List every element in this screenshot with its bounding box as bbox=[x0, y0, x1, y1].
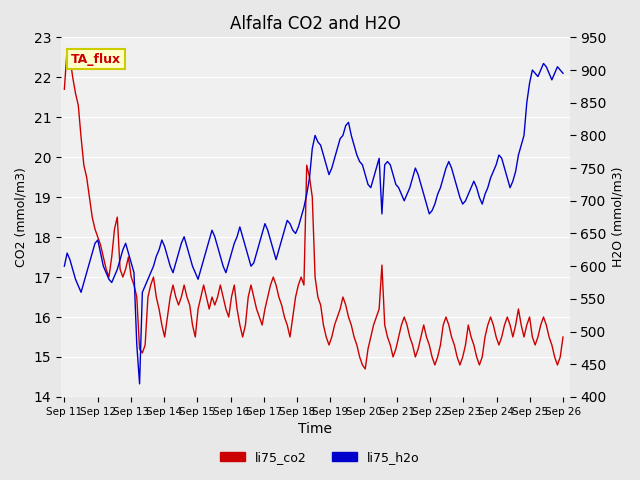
Legend: li75_co2, li75_h2o: li75_co2, li75_h2o bbox=[215, 446, 425, 469]
Line: li75_h2o: li75_h2o bbox=[65, 63, 563, 384]
li75_co2 bbox=[63, 47, 71, 52]
li75_h2o bbox=[506, 185, 514, 191]
li75_co2 bbox=[559, 334, 567, 340]
li75_co2 bbox=[509, 334, 516, 340]
Line: li75_co2: li75_co2 bbox=[65, 49, 563, 369]
X-axis label: Time: Time bbox=[298, 422, 332, 436]
Y-axis label: CO2 (mmol/m3): CO2 (mmol/m3) bbox=[15, 167, 28, 267]
li75_h2o bbox=[540, 60, 547, 66]
li75_h2o bbox=[61, 264, 68, 269]
li75_h2o bbox=[548, 77, 556, 83]
li75_h2o bbox=[119, 247, 127, 252]
li75_co2 bbox=[548, 342, 556, 348]
li75_co2 bbox=[166, 294, 174, 300]
li75_co2 bbox=[122, 266, 129, 272]
Title: Alfalfa CO2 and H2O: Alfalfa CO2 and H2O bbox=[230, 15, 401, 33]
li75_co2 bbox=[72, 90, 79, 96]
li75_h2o bbox=[559, 71, 567, 76]
li75_h2o bbox=[166, 264, 174, 269]
li75_h2o bbox=[136, 381, 143, 387]
li75_co2 bbox=[253, 306, 260, 312]
Y-axis label: H2O (mmol/m3): H2O (mmol/m3) bbox=[612, 167, 625, 267]
li75_co2 bbox=[61, 86, 68, 92]
Text: TA_flux: TA_flux bbox=[71, 52, 122, 65]
li75_h2o bbox=[69, 266, 77, 272]
li75_co2 bbox=[362, 366, 369, 372]
li75_h2o bbox=[253, 250, 260, 256]
